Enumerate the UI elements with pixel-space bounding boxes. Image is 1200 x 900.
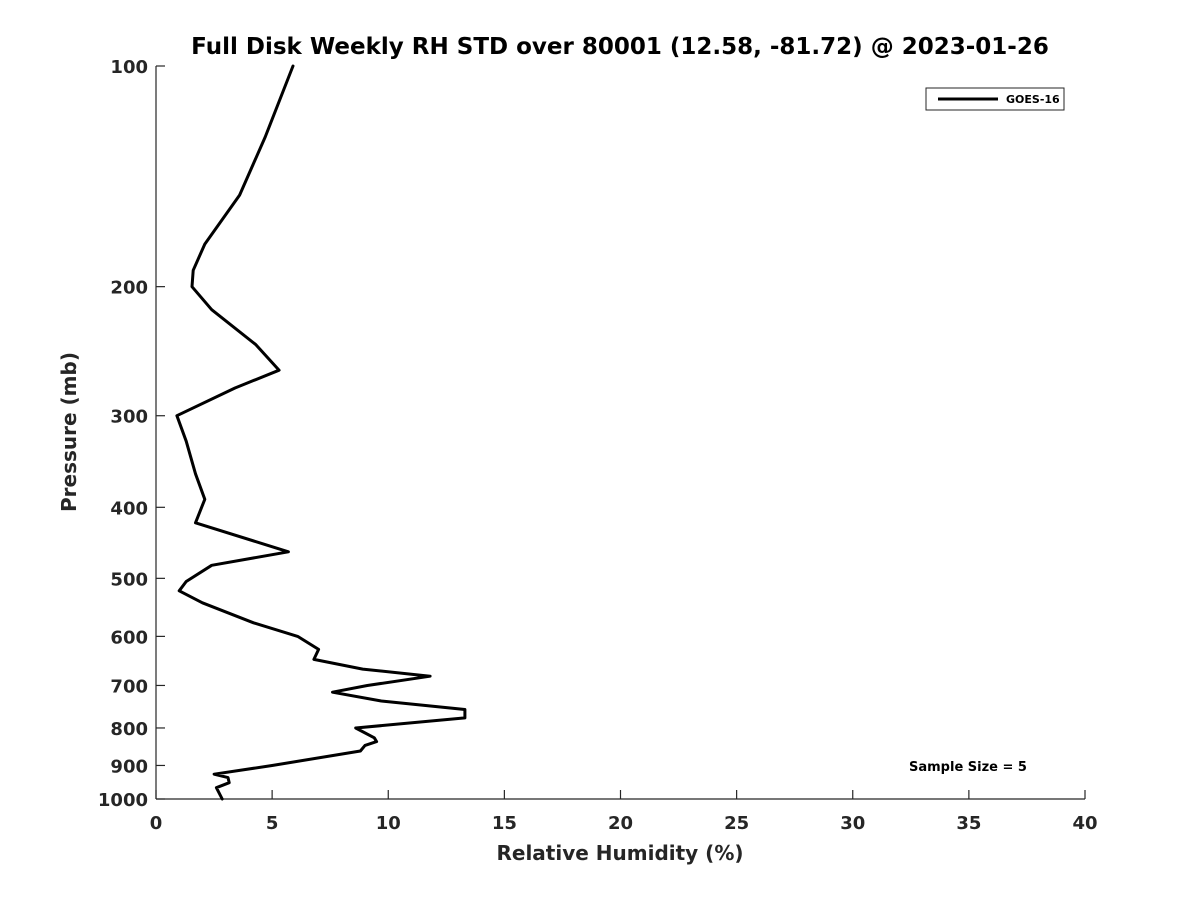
sample-size-annotation: Sample Size = 5 [909, 760, 1027, 775]
y-axis-label: Pressure (mb) [57, 352, 81, 512]
y-tick-label: 300 [110, 407, 148, 428]
y-tick-label: 100 [110, 57, 148, 78]
y-tick-label: 700 [110, 676, 148, 697]
y-tick-label: 800 [110, 719, 148, 740]
chart-title: Full Disk Weekly RH STD over 80001 (12.5… [191, 34, 1049, 60]
x-tick-label: 0 [150, 813, 163, 834]
x-tick-label: 5 [266, 813, 279, 834]
y-tick-label: 400 [110, 498, 148, 519]
x-tick-label: 30 [840, 813, 865, 834]
y-tick-label: 900 [110, 756, 148, 777]
legend-label-goes-16: GOES-16 [1006, 93, 1060, 106]
series-line-goes-16 [175, 64, 467, 801]
x-axis-label: Relative Humidity (%) [496, 841, 743, 865]
x-tick-label: 35 [956, 813, 981, 834]
x-tick-label: 40 [1072, 813, 1097, 834]
y-tick-label: 200 [110, 278, 148, 299]
x-tick-label: 25 [724, 813, 749, 834]
y-tick-label: 1000 [98, 790, 148, 811]
legend: GOES-16 [925, 87, 1065, 111]
y-tick-label: 600 [110, 627, 148, 648]
plot-area [156, 66, 1085, 799]
x-tick-label: 15 [492, 813, 517, 834]
x-tick-label: 20 [608, 813, 633, 834]
y-tick-label: 500 [110, 569, 148, 590]
x-tick-label: 10 [376, 813, 401, 834]
